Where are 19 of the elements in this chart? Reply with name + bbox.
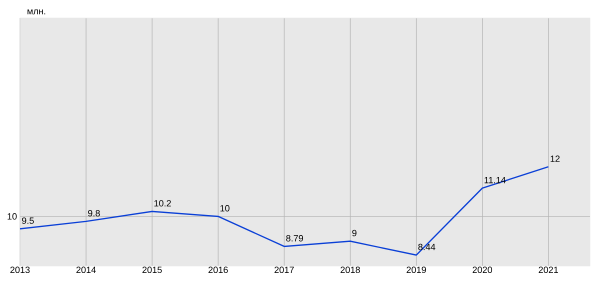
- x-tick-label: 2018: [340, 266, 360, 274]
- data-label: 9.8: [88, 210, 100, 216]
- data-label: 12: [550, 156, 560, 162]
- data-label: 11.14: [484, 176, 506, 184]
- ref-line-label: 10: [8, 213, 17, 220]
- x-tick-label: 2015: [142, 266, 162, 274]
- data-label: 10.2: [154, 200, 171, 206]
- data-label: 9: [352, 230, 356, 236]
- x-tick-label: 2016: [208, 266, 228, 274]
- data-label: 9.5: [22, 217, 34, 224]
- x-tick-label: 2021: [538, 266, 558, 274]
- y-axis-title: млн.: [28, 10, 46, 14]
- x-tick-label: 2013: [10, 266, 30, 274]
- data-label: 10: [220, 205, 230, 212]
- x-tick-label: 2014: [76, 266, 96, 274]
- data-label: 8.79: [286, 235, 304, 242]
- x-tick-label: 2020: [472, 266, 492, 274]
- x-tick-label: 2019: [406, 266, 426, 274]
- x-tick-label: 2017: [274, 266, 294, 274]
